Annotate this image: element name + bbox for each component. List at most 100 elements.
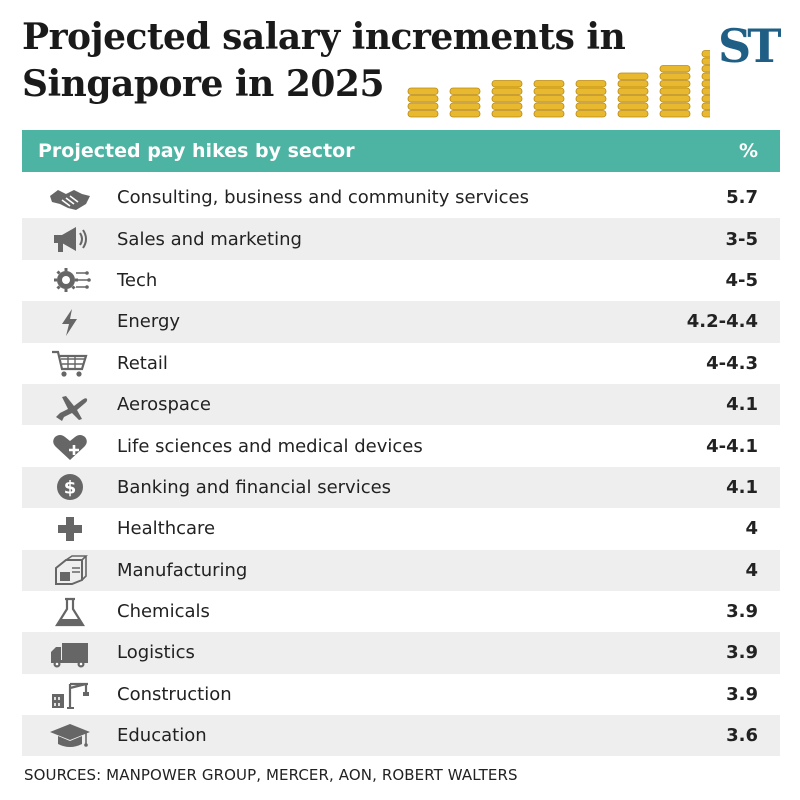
coin bbox=[701, 80, 710, 88]
dollar-coin-icon: $ bbox=[22, 471, 117, 503]
megaphone-icon bbox=[22, 223, 117, 255]
title-line-1: Projected salary increments in bbox=[22, 16, 626, 58]
sector-value: 5.7 bbox=[726, 187, 758, 209]
sector-value: 4 bbox=[745, 559, 758, 581]
table-row: Sales and marketing 3-5 bbox=[22, 218, 780, 260]
handshake-icon bbox=[22, 182, 117, 214]
coin bbox=[617, 87, 649, 95]
sector-name: Banking and financial services bbox=[117, 476, 392, 498]
sector-name: Energy bbox=[117, 311, 181, 333]
sector-table: Consulting, business and community servi… bbox=[22, 177, 780, 757]
coin bbox=[449, 87, 481, 95]
coin bbox=[491, 110, 523, 118]
svg-text:$: $ bbox=[63, 478, 76, 499]
sector-value: 3.9 bbox=[726, 642, 758, 664]
sector-name: Tech bbox=[117, 269, 158, 291]
table-row: Education 3.6 bbox=[22, 715, 780, 757]
coin-stacks-illustration bbox=[407, 50, 710, 118]
sector-value: 4.1 bbox=[726, 476, 758, 498]
title-line-2: Singapore in 2025 bbox=[22, 63, 385, 105]
sector-value: 4.1 bbox=[726, 394, 758, 416]
source-note: SOURCES: MANPOWER GROUP, MERCER, AON, RO… bbox=[24, 766, 518, 784]
coin bbox=[701, 95, 710, 103]
header-unit: % bbox=[738, 140, 758, 162]
lightning-icon bbox=[22, 306, 117, 338]
sector-value: 4-4.3 bbox=[706, 352, 758, 374]
coin bbox=[533, 110, 565, 118]
sector-name: Logistics bbox=[117, 642, 195, 664]
coin bbox=[617, 95, 649, 103]
medical-cross-icon bbox=[22, 513, 117, 545]
coin bbox=[575, 87, 607, 95]
coin bbox=[575, 102, 607, 110]
table-row: Chemicals 3.9 bbox=[22, 591, 780, 632]
coin bbox=[575, 110, 607, 118]
table-row: Retail 4-4.3 bbox=[22, 343, 780, 384]
sector-value: 4 bbox=[745, 518, 758, 540]
sector-name: Sales and marketing bbox=[117, 228, 302, 250]
sector-name: Aerospace bbox=[117, 394, 211, 416]
sector-name: Retail bbox=[117, 352, 168, 374]
sector-value: 3-5 bbox=[725, 228, 758, 250]
coin bbox=[449, 110, 481, 118]
header-label: Projected pay hikes by sector bbox=[38, 140, 355, 162]
factory-machine-icon bbox=[22, 554, 117, 586]
coin bbox=[701, 102, 710, 110]
table-row: Healthcare 4 bbox=[22, 508, 780, 549]
gear-circuit-icon bbox=[22, 264, 117, 296]
table-row: Consulting, business and community servi… bbox=[22, 177, 780, 218]
coin bbox=[659, 65, 691, 73]
coin bbox=[701, 87, 710, 95]
coin bbox=[407, 110, 439, 118]
coin bbox=[701, 72, 710, 80]
sector-value: 4-5 bbox=[725, 269, 758, 291]
sector-value: 3.9 bbox=[726, 683, 758, 705]
coin bbox=[701, 57, 710, 65]
heart-plus-icon bbox=[22, 430, 117, 462]
graduation-cap-icon bbox=[22, 720, 117, 752]
sector-value: 3.9 bbox=[726, 601, 758, 623]
coin bbox=[659, 110, 691, 118]
sector-name: Healthcare bbox=[117, 518, 216, 540]
chart-title: Projected salary increments in Singapore… bbox=[22, 14, 626, 108]
sector-value: 3.6 bbox=[726, 725, 758, 747]
truck-icon bbox=[22, 637, 117, 669]
table-row: Construction 3.9 bbox=[22, 674, 780, 715]
table-row: Life sciences and medical devices 4-4.1 bbox=[22, 425, 780, 466]
coin bbox=[533, 95, 565, 103]
coin bbox=[491, 102, 523, 110]
sector-value: 4.2-4.4 bbox=[686, 311, 758, 333]
shopping-cart-icon bbox=[22, 347, 117, 379]
crane-icon bbox=[22, 678, 117, 710]
table-row: Energy 4.2-4.4 bbox=[22, 301, 780, 343]
coin bbox=[533, 80, 565, 88]
st-logo: ST bbox=[718, 19, 781, 73]
coin bbox=[407, 95, 439, 103]
table-row: Tech 4-5 bbox=[22, 260, 780, 301]
coin bbox=[617, 80, 649, 88]
coin bbox=[533, 102, 565, 110]
coin bbox=[449, 102, 481, 110]
table-row: $ Banking and financial services 4.1 bbox=[22, 466, 780, 509]
table-row: Manufacturing 4 bbox=[22, 549, 780, 591]
coin bbox=[659, 102, 691, 110]
sector-name: Manufacturing bbox=[117, 559, 248, 581]
coin bbox=[659, 80, 691, 88]
coin bbox=[617, 102, 649, 110]
table-header: Projected pay hikes by sector % bbox=[22, 130, 780, 172]
coin bbox=[407, 87, 439, 95]
coin bbox=[407, 102, 439, 110]
coin bbox=[701, 50, 710, 58]
sector-name: Construction bbox=[117, 683, 232, 705]
table-row: Logistics 3.9 bbox=[22, 632, 780, 674]
coin bbox=[659, 87, 691, 95]
sector-name: Consulting, business and community servi… bbox=[117, 187, 529, 209]
airplane-icon bbox=[22, 389, 117, 421]
sector-name: Life sciences and medical devices bbox=[117, 435, 423, 457]
coin bbox=[701, 110, 710, 118]
sector-value: 4-4.1 bbox=[706, 435, 758, 457]
sector-name: Education bbox=[117, 725, 207, 747]
coin bbox=[617, 72, 649, 80]
sector-name: Chemicals bbox=[117, 601, 210, 623]
coin bbox=[575, 95, 607, 103]
